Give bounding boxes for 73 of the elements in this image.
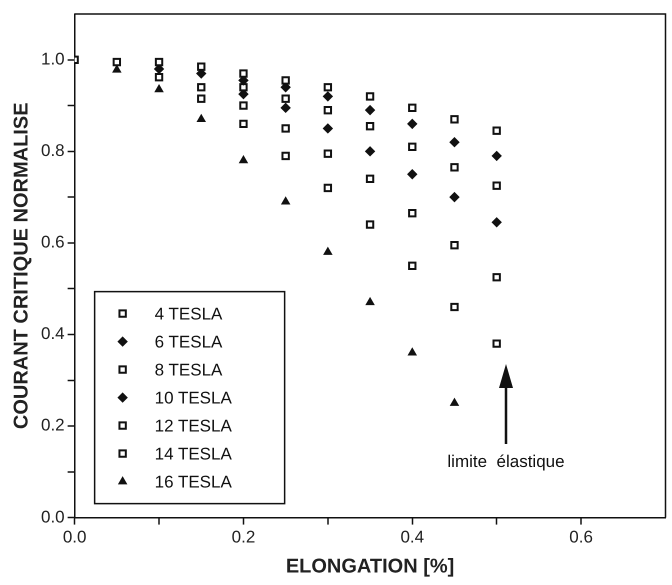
point <box>365 146 376 156</box>
point <box>449 192 460 202</box>
y-tick-label: 0.0 <box>40 507 65 526</box>
y-tick-label: 0.4 <box>40 324 65 344</box>
point <box>408 262 416 270</box>
point <box>450 398 459 406</box>
point <box>492 182 501 190</box>
legend-label: 16 TESLA <box>154 472 232 492</box>
point <box>324 149 332 158</box>
legend-label: 14 TESLA <box>154 444 232 464</box>
point <box>492 273 501 282</box>
point <box>492 217 502 228</box>
x-axis-title: ELONGATION [%] <box>286 556 454 578</box>
x-tick-label: 0.6 <box>569 527 593 546</box>
point <box>450 163 459 172</box>
point <box>154 58 164 66</box>
y-tick-label: 0.6 <box>40 232 65 252</box>
point <box>112 58 122 66</box>
point <box>366 92 374 101</box>
point <box>492 339 501 348</box>
x-tick-label: 0.0 <box>62 527 86 546</box>
annotation: limite élastique <box>447 452 565 471</box>
point <box>322 123 333 134</box>
point <box>366 220 374 229</box>
point <box>366 122 374 130</box>
point <box>281 196 290 204</box>
legend-label: 4 TESLA <box>154 304 224 324</box>
point <box>407 118 418 129</box>
x-tick-label: 0.4 <box>400 527 424 546</box>
point <box>450 241 459 250</box>
point <box>324 106 332 114</box>
point <box>324 184 332 192</box>
point <box>408 348 417 356</box>
point <box>492 126 501 135</box>
legend-label: 6 TESLA <box>154 332 224 352</box>
point <box>280 102 291 113</box>
point <box>239 69 248 78</box>
point <box>239 101 248 110</box>
y-axis-title: COURANT CRITIQUE NORMALISE <box>10 102 33 430</box>
point <box>197 62 206 71</box>
y-tick-label: 0.8 <box>40 141 65 160</box>
point <box>196 114 206 122</box>
point <box>154 72 164 82</box>
y-tick-label: 1.0 <box>40 49 65 68</box>
legend-label: 8 TESLA <box>154 360 224 380</box>
point <box>281 124 290 133</box>
point <box>408 104 416 112</box>
legend-label: 10 TESLA <box>154 388 232 408</box>
y-tick-label: 0.2 <box>40 416 65 435</box>
point <box>197 83 206 92</box>
point <box>366 174 374 183</box>
point <box>492 150 502 161</box>
point <box>407 169 418 180</box>
point <box>197 94 206 103</box>
point <box>324 83 332 92</box>
point <box>154 84 164 92</box>
point <box>322 91 333 102</box>
point <box>281 76 290 85</box>
point <box>450 302 459 312</box>
point <box>365 105 376 116</box>
point <box>281 94 290 103</box>
legend-label: 12 TESLA <box>154 416 232 436</box>
point <box>281 152 290 160</box>
point <box>323 247 332 255</box>
point <box>450 115 459 124</box>
point <box>239 83 248 92</box>
point <box>239 156 248 164</box>
point <box>449 137 460 148</box>
point <box>239 120 248 128</box>
point <box>366 297 374 306</box>
point <box>408 208 416 218</box>
x-tick-label: 0.2 <box>232 527 256 546</box>
point <box>408 142 416 151</box>
